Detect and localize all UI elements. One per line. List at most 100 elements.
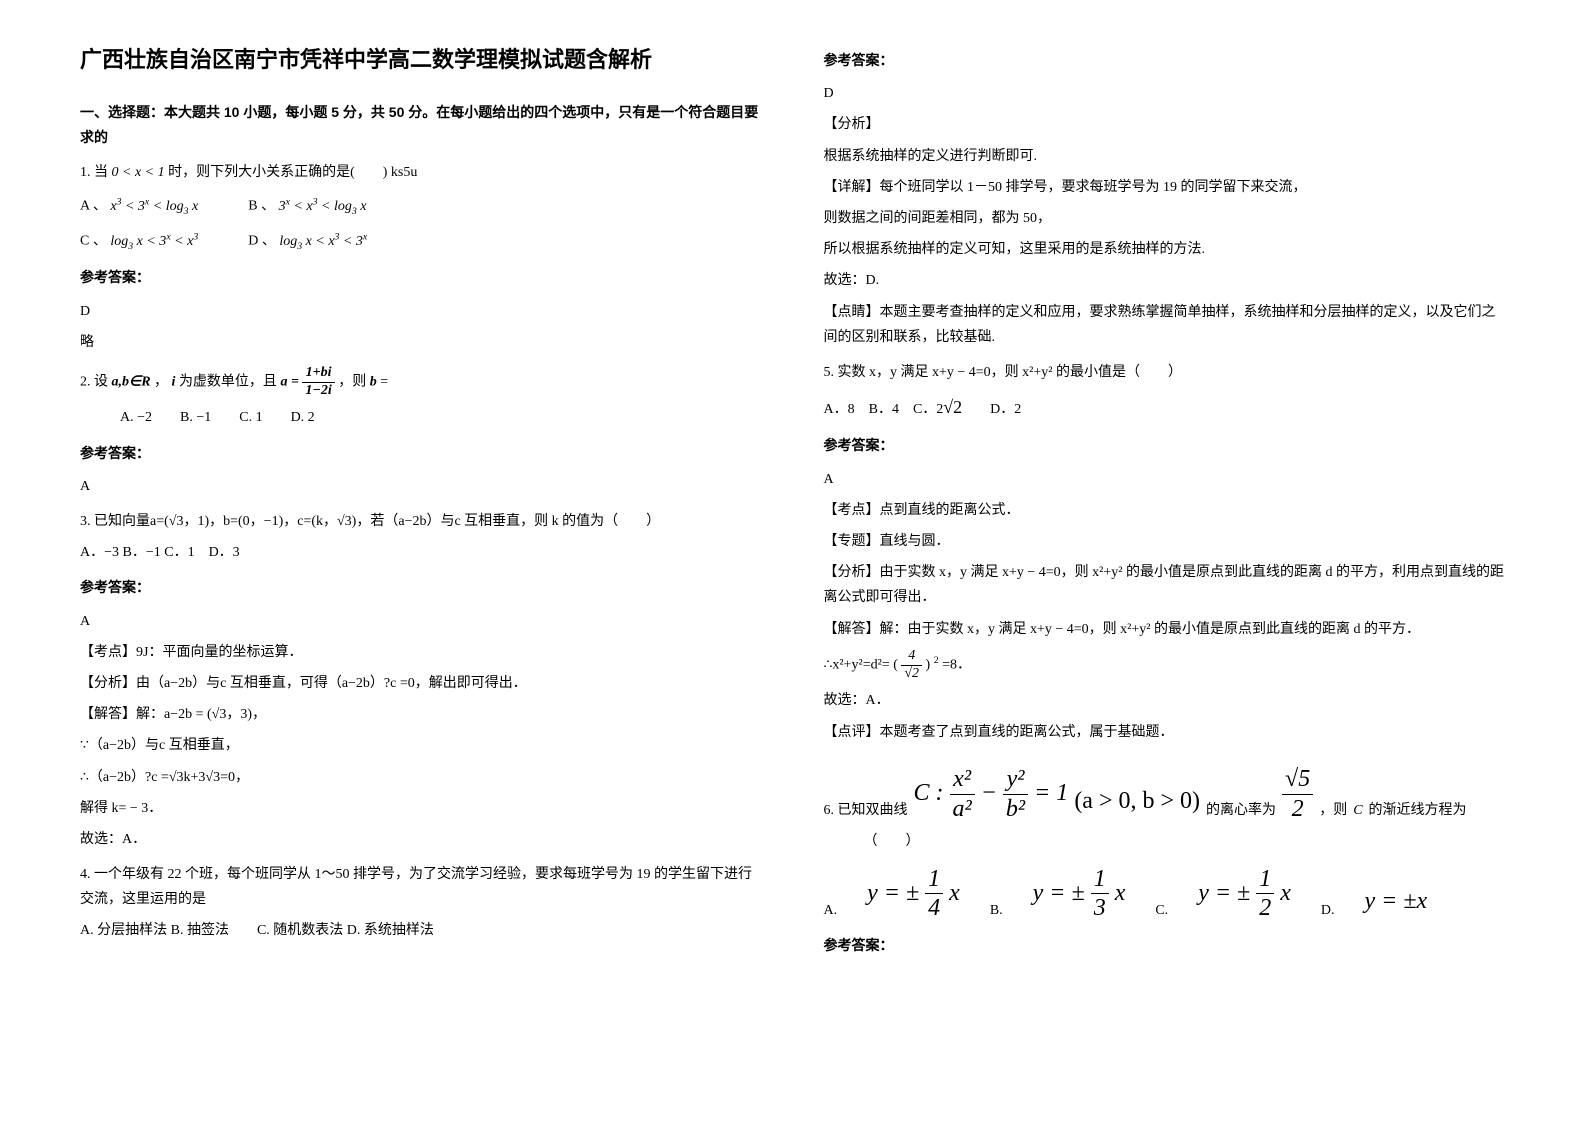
q1-optC-expr: log3 x < 3x < x3 — [110, 234, 198, 249]
q6-one-b: 1 — [1091, 865, 1109, 895]
q2-lhs: a = — [280, 374, 302, 389]
q4-detail-1: 【详解】每个班同学以 1－50 排学号，要求每班学号为 19 的同学留下来交流， — [824, 175, 1508, 200]
q1-optD-label: D 、 — [248, 234, 276, 249]
q1-optC-label: C 、 — [80, 234, 107, 249]
q6-eq: C : x²a² − y²b² = 1 — [914, 765, 1069, 824]
q1-brief: 略 — [80, 330, 764, 355]
q2-f: ，则 — [338, 374, 366, 389]
q5-sel: 故选：A． — [824, 688, 1508, 713]
q2-d: i — [172, 374, 176, 389]
q5-exp: 2 — [934, 655, 939, 666]
left-column: 广西壮族自治区南宁市凭祥中学高二数学理模拟试题含解析 一、选择题：本大题共 10… — [50, 40, 794, 1082]
q1-stem-prefix: 1. 当 — [80, 165, 108, 180]
question-1: 1. 当 0 < x < 1 时，则下列大小关系正确的是( ) ks5u A 、… — [80, 160, 764, 255]
question-5: 5. 实数 x，y 满足 x+y − 4=0，则 x²+y² 的最小值是（ ） … — [824, 360, 1508, 424]
q5-eq-pre: ∴x²+y²=d²= — [824, 657, 890, 672]
q6-colon: C : — [914, 780, 950, 806]
q5-eq-paren2: ) — [926, 657, 931, 672]
q6-eq1: = 1 — [1034, 780, 1068, 806]
q6-a2: a² — [950, 795, 975, 824]
q1-optB-expr: 3x < x3 < log3 x — [279, 199, 367, 214]
q3-stem: 3. 已知向量a=(√3，1)，b=(0，−1)，c=(k，√3)，若（a−2b… — [80, 509, 764, 534]
q6-sqrt5: √5 — [1282, 765, 1313, 795]
q6-two2: 2 — [1256, 894, 1274, 923]
q3-solve-5: 故选：A． — [80, 827, 764, 852]
q2-frac: 1+bi 1−2i — [302, 365, 334, 400]
q6-cvar: C — [1353, 798, 1362, 823]
q6-yeq-a: y = ± — [867, 879, 919, 905]
answer-label-1: 参考答案： — [80, 265, 764, 290]
q6-optD: y = ±x — [1365, 880, 1428, 923]
q5-eq-paren: ( — [893, 657, 898, 672]
q6-post2: 的渐近线方程为 — [1369, 798, 1467, 823]
q2-b: a,b∈R — [112, 374, 151, 389]
q5-opts-b: D．2 — [962, 402, 1021, 417]
q5-topic: 【专题】直线与圆． — [824, 529, 1508, 554]
q3-opts: A．−3 B．−1 C．1 D．3 — [80, 540, 764, 565]
q2-h: = — [380, 374, 388, 389]
q6-two: 2 — [1282, 795, 1313, 824]
q5-stem: 5. 实数 x，y 满足 x+y − 4=0，则 x²+y² 的最小值是（ ） — [824, 360, 1508, 385]
q5-comment: 【点评】本题考查了点到直线的距离公式，属于基础题． — [824, 720, 1508, 745]
q5-analysis: 【分析】由于实数 x，y 满足 x+y − 4=0，则 x²+y² 的最小值是原… — [824, 560, 1508, 610]
answer-label-2: 参考答案： — [80, 441, 764, 466]
q6-yeq-c: y = ± — [1198, 879, 1250, 905]
q3-solve-3: ∴（a−2b）?c =√3k+3√3=0， — [80, 765, 764, 790]
q6-optB-l: B. — [990, 898, 1003, 923]
q6-optA: y = ± 14 x — [867, 865, 960, 924]
q6-optC-l: C. — [1155, 898, 1168, 923]
q6-mid1: (a > 0, b > 0) — [1074, 780, 1200, 823]
q6-b2: b² — [1003, 795, 1028, 824]
answer-label-3: 参考答案： — [80, 575, 764, 600]
q5-opts: A．8 B．4 C．2√2 D．2 — [824, 391, 1508, 423]
q6-x-a: x — [949, 879, 960, 905]
q2-answer: A — [80, 474, 764, 499]
page-title: 广西壮族自治区南宁市凭祥中学高二数学理模拟试题含解析 — [80, 40, 764, 80]
question-6: 6. 已知双曲线 C : x²a² − y²b² = 1 (a > 0, b >… — [824, 765, 1508, 923]
q3-solve-2: ∵（a−2b）与c 互相垂直， — [80, 733, 764, 758]
q1-optA-label: A 、 — [80, 199, 107, 214]
q4-detail-2: 则数据之间的间距差相同，都为 50， — [824, 206, 1508, 231]
q4-opts: A. 分层抽样法 B. 抽签法 C. 随机数表法 D. 系统抽样法 — [80, 918, 764, 943]
q6-four: 4 — [925, 894, 943, 923]
q5-solve: 【解答】解：由于实数 x，y 满足 x+y − 4=0，则 x²+y² 的最小值… — [824, 617, 1508, 642]
q4-analysis-1: 根据系统抽样的定义进行判断即可. — [824, 144, 1508, 169]
q2-e: 为虚数单位，且 — [179, 374, 281, 389]
q6-line: 6. 已知双曲线 C : x²a² − y²b² = 1 (a > 0, b >… — [824, 765, 1508, 824]
q4-stem: 4. 一个年级有 22 个班，每个班同学从 1～50 排学号，为了交流学习经验，… — [80, 862, 764, 912]
right-column: 参考答案： D 【分析】 根据系统抽样的定义进行判断即可. 【详解】每个班同学以… — [794, 40, 1538, 1082]
q1-cond: 0 < x < 1 — [112, 165, 165, 180]
answer-label-5: 参考答案： — [824, 433, 1508, 458]
q2-a: 2. 设 — [80, 374, 108, 389]
answer-label-6: 参考答案： — [824, 933, 1508, 958]
q6-x2: x² — [950, 765, 975, 795]
q6-yeq-b: y = ± — [1033, 879, 1085, 905]
q5-eq-post: =8． — [942, 657, 971, 672]
q4-answer: D — [824, 81, 1508, 106]
q5-point: 【考点】点到直线的距离公式． — [824, 498, 1508, 523]
q5-opts-a: A．8 B．4 C．2 — [824, 402, 944, 417]
q6-minus: − — [981, 780, 1003, 806]
q4-analysis-h: 【分析】 — [824, 112, 1508, 137]
q2-frac-den: 1−2i — [302, 383, 334, 400]
q5-answer: A — [824, 467, 1508, 492]
q6-options: A. y = ± 14 x B. y = ± 13 x C. y = ± 12 … — [824, 865, 1508, 924]
question-2: 2. 设 a,b∈R ， i 为虚数单位，且 a = 1+bi 1−2i ，则 … — [80, 365, 764, 431]
q2-opts: A. −2 B. −1 C. 1 D. 2 — [80, 405, 764, 430]
q6-optB: y = ± 13 x — [1033, 865, 1126, 924]
q6-optD-l: D. — [1321, 898, 1335, 923]
q6-pre: 6. 已知双曲线 — [824, 798, 908, 823]
q6-post: ，则 — [1319, 798, 1347, 823]
q3-solve-1: 【解答】解：a−2b = (√3，3)， — [80, 702, 764, 727]
q4-pointnote: 【点睛】本题主要考查抽样的定义和应用，要求熟练掌握简单抽样，系统抽样和分层抽样的… — [824, 300, 1508, 350]
answer-label-4: 参考答案： — [824, 48, 1508, 73]
q6-optA-l: A. — [824, 898, 838, 923]
q3-solve-4: 解得 k= − 3． — [80, 796, 764, 821]
question-3: 3. 已知向量a=(√3，1)，b=(0，−1)，c=(k，√3)，若（a−2b… — [80, 509, 764, 565]
section1-header: 一、选择题：本大题共 10 小题，每小题 5 分，共 50 分。在每小题给出的四… — [80, 100, 764, 150]
q6-x-c: x — [1280, 879, 1291, 905]
q1-optD-expr: log3 x < x3 < 3x — [279, 234, 367, 249]
q1-optB-label: B 、 — [248, 199, 275, 214]
q6-paren: （ ） — [824, 829, 1508, 854]
q1-answer: D — [80, 299, 764, 324]
